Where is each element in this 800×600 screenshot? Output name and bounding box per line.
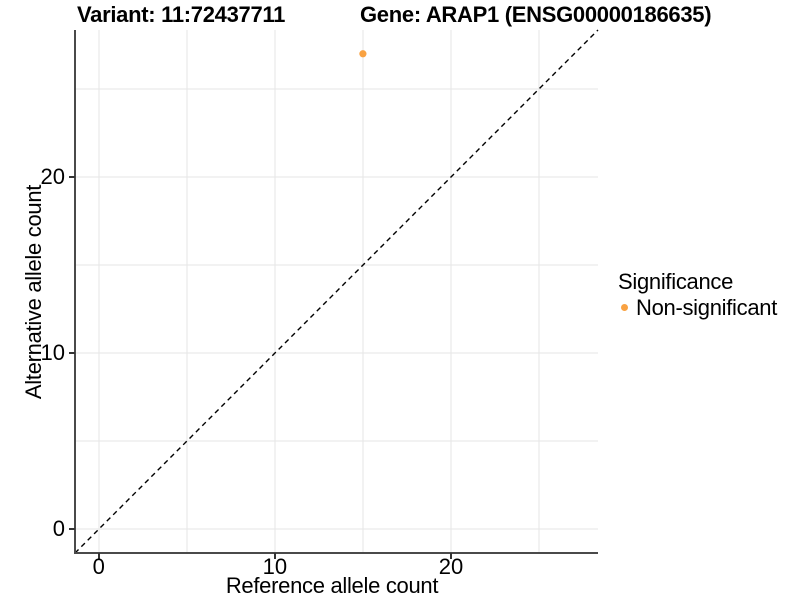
y-tick-label: 10 (41, 340, 65, 365)
x-tick-label: 0 (93, 554, 105, 579)
legend-item: Non-significant (618, 295, 777, 320)
x-axis-label: Reference allele count (225, 573, 439, 598)
y-axis-label: Alternative allele count (21, 184, 46, 400)
plot-title-gene: Gene: ARAP1 (ENSG00000186635) (360, 2, 712, 27)
y-tick-label: 0 (53, 516, 65, 541)
legend: Significance Non-significant (618, 269, 777, 320)
x-tick-label: 20 (439, 554, 463, 579)
legend-item-label: Non-significant (636, 295, 778, 320)
plot-title-variant: Variant: 11:72437711 (77, 2, 286, 27)
x-tick-label: 10 (263, 554, 287, 579)
data-point (359, 50, 367, 58)
identity-line (74, 29, 599, 554)
y-tick-label: 20 (41, 164, 65, 189)
legend-title: Significance (618, 269, 734, 294)
legend-point-icon (621, 304, 628, 311)
